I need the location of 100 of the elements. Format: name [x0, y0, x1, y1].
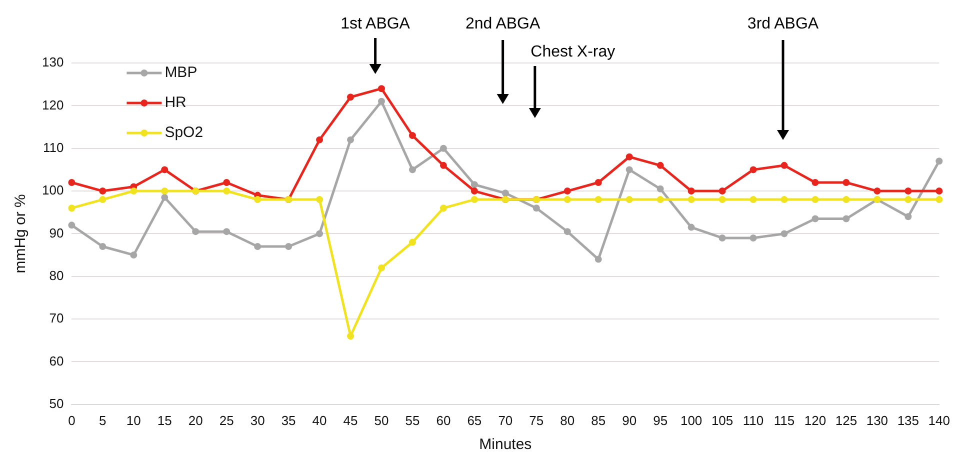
- point: [904, 213, 912, 220]
- point: [316, 230, 324, 238]
- point: [594, 256, 602, 263]
- x-tick-label: 60: [436, 412, 451, 428]
- point: [718, 188, 726, 195]
- text: 2nd ABGA: [465, 15, 541, 32]
- point: [161, 194, 168, 201]
- x-tick-label: 105: [711, 412, 734, 428]
- point: [161, 166, 168, 174]
- x-tick-label: 100: [680, 412, 702, 428]
- point: [470, 188, 478, 195]
- x-tick-label: 140: [928, 412, 950, 428]
- x-tick-label: 5: [99, 412, 106, 428]
- point: [285, 243, 292, 250]
- x-tick-label: 90: [622, 412, 637, 428]
- y-axis-title: mmHg or %: [12, 194, 30, 274]
- x-tick-label: 75: [529, 412, 544, 428]
- y-tick-label: 100: [42, 182, 64, 198]
- point: [316, 136, 324, 144]
- text: 1st ABGA: [340, 15, 410, 32]
- point: [594, 178, 602, 186]
- x-tick-label: 15: [157, 412, 172, 428]
- x-tick-label: 130: [866, 412, 888, 428]
- point: [254, 196, 262, 204]
- point: [564, 196, 571, 204]
- x-tick-label: 40: [312, 412, 327, 428]
- point: [68, 178, 76, 186]
- legend-label: SpO2: [164, 124, 204, 142]
- x-tick-label: 135: [897, 412, 920, 428]
- point: [378, 85, 385, 92]
- x-tick-label: 55: [405, 412, 420, 428]
- point: [470, 181, 478, 188]
- point: [936, 188, 943, 195]
- x-tick-label: 115: [774, 412, 795, 428]
- point: [564, 188, 571, 195]
- point: [688, 196, 695, 204]
- y-tick-label: 130: [42, 54, 64, 70]
- point: [68, 204, 76, 212]
- point: [626, 166, 633, 174]
- point: [254, 243, 262, 250]
- y-tick-label: 70: [49, 310, 64, 326]
- point: [936, 158, 943, 165]
- x-tick-label: 70: [498, 412, 513, 428]
- point: [904, 196, 912, 204]
- point: [750, 166, 757, 174]
- point: [656, 196, 664, 204]
- x-tick-label: 0: [68, 412, 76, 428]
- x-tick-label: 120: [804, 412, 826, 428]
- point: [347, 332, 354, 340]
- x-tick-label: 20: [188, 412, 203, 428]
- point: [626, 196, 633, 204]
- x-tick-label: 30: [250, 412, 265, 428]
- point: [718, 234, 726, 242]
- legend-label: HR: [164, 94, 187, 112]
- point: [780, 196, 788, 204]
- point: [842, 178, 850, 186]
- point: [502, 190, 509, 197]
- point: [750, 234, 757, 242]
- x-tick-label: 50: [374, 412, 389, 428]
- point: [564, 228, 571, 236]
- point: [440, 204, 447, 212]
- y-tick-label: 60: [49, 353, 64, 368]
- point: [470, 196, 478, 204]
- x-tick-label: 65: [467, 412, 482, 428]
- point: [130, 188, 138, 195]
- point: [378, 98, 385, 105]
- point: [440, 162, 447, 169]
- point: [99, 243, 106, 250]
- point: [408, 132, 416, 140]
- point: [656, 185, 664, 192]
- point: [812, 178, 819, 186]
- x-tick-label: 125: [835, 412, 858, 428]
- point: [130, 252, 138, 259]
- point: [99, 196, 106, 204]
- point: [408, 166, 416, 174]
- point: [688, 224, 695, 231]
- point: [780, 162, 788, 169]
- point: [750, 196, 757, 204]
- text: 3rd ABGA: [747, 15, 819, 32]
- point: [378, 264, 385, 272]
- x-axis-title: Minutes: [479, 436, 532, 454]
- x-tick-label: 35: [281, 412, 296, 428]
- point: [656, 162, 664, 169]
- point: [842, 215, 850, 222]
- point: [99, 188, 106, 195]
- point: [223, 178, 230, 186]
- point: [812, 196, 819, 204]
- point: [223, 228, 230, 236]
- y-tick-label: 120: [42, 97, 64, 112]
- x-tick-label: 45: [343, 412, 358, 428]
- point: [812, 215, 819, 222]
- point: [223, 188, 230, 195]
- point: [347, 136, 354, 144]
- text: Chest X-ray: [530, 43, 616, 60]
- point: [904, 188, 912, 195]
- point: [347, 94, 354, 101]
- point: [688, 188, 695, 195]
- legend-label: MBP: [164, 64, 198, 82]
- point: [718, 196, 726, 204]
- y-tick-label: 80: [49, 268, 64, 283]
